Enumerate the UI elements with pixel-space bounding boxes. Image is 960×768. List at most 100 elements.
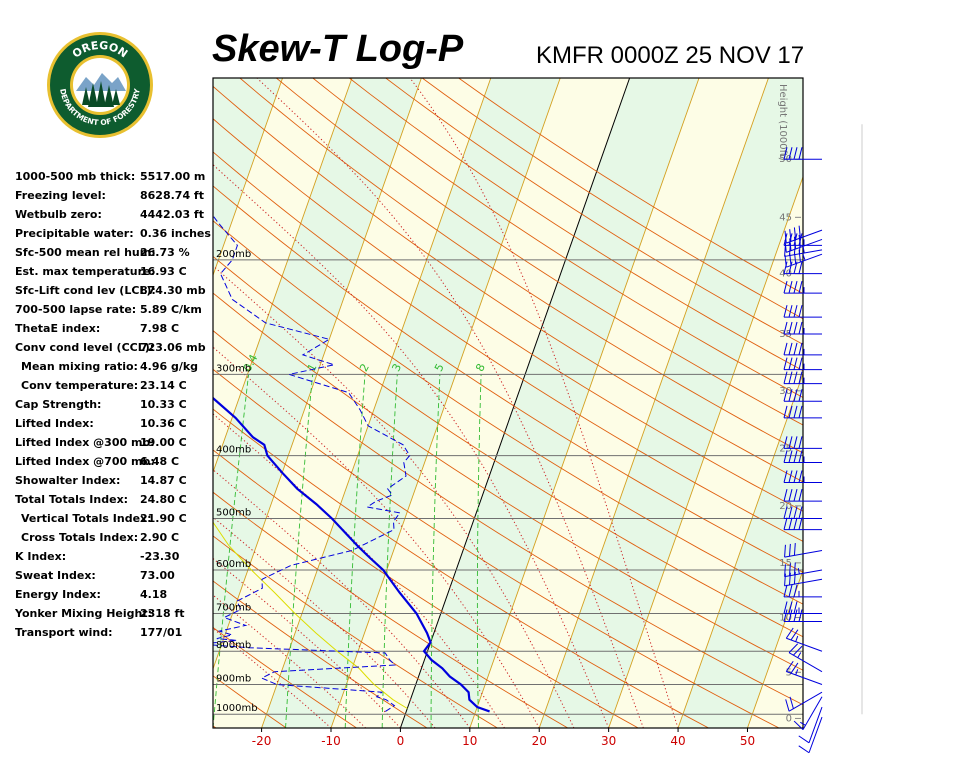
index-value: 24.80 C xyxy=(140,493,187,506)
index-label: Transport wind: xyxy=(15,626,113,639)
index-row: Lifted Index @700 mb: 6.48 C xyxy=(15,453,215,472)
index-row: Vertical Totals Index: 21.90 C xyxy=(15,510,215,529)
wind-barb-flag xyxy=(783,517,788,530)
wind-barb-staff xyxy=(784,249,823,257)
wind-barb xyxy=(783,436,822,449)
wind-barb-half-flag xyxy=(802,254,806,261)
index-row: Freezing level: 8628.74 ft xyxy=(15,187,215,206)
index-label: Vertical Totals Index: xyxy=(21,512,152,525)
wind-barb-flag xyxy=(793,281,798,294)
index-label: Precipitable water: xyxy=(15,227,134,240)
wind-barb-staff xyxy=(808,706,823,743)
index-row: Wetbulb zero: 4442.03 ft xyxy=(15,206,215,225)
wind-barb-flag xyxy=(798,342,803,356)
wind-barb xyxy=(784,543,823,558)
wind-barb-flag xyxy=(793,227,797,240)
wind-barb-staff xyxy=(786,637,823,652)
index-value: 5517.00 m xyxy=(140,170,206,183)
pressure-label: 400mb xyxy=(216,445,251,456)
wind-barb xyxy=(784,234,823,253)
index-value: 4442.03 ft xyxy=(140,208,204,221)
wind-barb-flag xyxy=(788,609,793,622)
wind-barb xyxy=(783,405,822,419)
wind-barb-flag xyxy=(788,389,793,402)
dry-adiabat-line xyxy=(213,368,780,728)
wind-barb-flag xyxy=(798,488,803,502)
wind-barb-flag xyxy=(790,662,799,674)
temperature-band xyxy=(469,78,769,728)
index-value: 21.90 C xyxy=(140,512,187,525)
wind-barb-flag xyxy=(785,627,794,639)
index-label: Sfc-Lift cond lev (LCL): xyxy=(15,284,156,297)
dry-adiabat-line xyxy=(458,78,803,295)
wind-barb-flag xyxy=(788,357,793,370)
pressure-label: 1000mb xyxy=(216,703,258,714)
mixing-ratio-line xyxy=(344,374,366,728)
wind-barb-flag xyxy=(793,645,803,656)
wind-barb-flag xyxy=(798,305,803,318)
wind-barb-flag xyxy=(798,281,803,294)
index-value: 8628.74 ft xyxy=(140,189,204,202)
index-label: Est. max temperature: xyxy=(15,265,155,278)
moist-adiabat-line xyxy=(213,265,575,728)
index-label: Conv temperature: xyxy=(21,379,139,392)
index-row: 1000-500 mb thick: 5517.00 m xyxy=(15,168,215,187)
height-tick-label: 0 xyxy=(786,713,792,724)
index-value: 5.89 C/km xyxy=(140,303,202,316)
wind-barb-staff xyxy=(784,569,823,578)
wind-barb xyxy=(783,488,822,502)
wind-barb xyxy=(783,470,822,483)
wind-barb-flag xyxy=(798,405,803,418)
wind-barb-staff xyxy=(788,691,823,712)
parcel-trace-line xyxy=(213,521,408,709)
wind-barb-flag xyxy=(793,609,798,622)
wind-barb-flag xyxy=(783,357,788,370)
wind-barb xyxy=(783,147,822,160)
wind-barb-flag xyxy=(789,563,791,576)
dry-adiabat-line xyxy=(421,78,803,320)
wind-barb xyxy=(784,562,823,578)
index-value: 7.98 C xyxy=(140,322,180,335)
isotherm-line xyxy=(213,78,353,474)
wind-barb-flag xyxy=(783,450,788,463)
wind-barb-flag xyxy=(793,321,798,335)
index-row: Mean mixing ratio: 4.96 g/kg xyxy=(15,358,215,377)
wind-barb-flag xyxy=(788,281,793,294)
wind-barb xyxy=(783,506,822,520)
wind-barb-half-flag xyxy=(800,721,806,726)
wind-barb-flag xyxy=(798,609,803,622)
index-label: Lifted Index: xyxy=(15,417,94,430)
index-row: Total Totals Index: 24.80 C xyxy=(15,491,215,510)
index-label: K Index: xyxy=(15,550,67,563)
index-row: Precipitable water: 0.36 inches xyxy=(15,225,215,244)
wind-barb xyxy=(783,305,822,318)
wind-barb-flag xyxy=(788,470,793,483)
index-value: 4.96 g/kg xyxy=(140,360,199,373)
dry-adiabat-line xyxy=(213,220,803,605)
wind-barb-flag xyxy=(788,321,793,335)
index-row: Lifted Index @300 mb: 19.00 C xyxy=(15,434,215,453)
temperature-band xyxy=(0,78,5,728)
isotherm-line xyxy=(261,78,492,728)
wind-barb-staff xyxy=(786,671,823,685)
wind-barb-flag xyxy=(783,371,788,384)
wind-barb-flag xyxy=(789,696,794,709)
index-value: 2.90 C xyxy=(140,531,180,544)
dry-adiabat-line xyxy=(213,118,803,512)
pressure-label: 300mb xyxy=(216,363,251,374)
wind-barb-flag xyxy=(788,643,799,653)
index-value: 0.36 inches xyxy=(140,227,211,240)
wind-barb-flag xyxy=(790,629,799,641)
index-row: Sfc-500 mean rel hum: 26.73 % xyxy=(15,244,215,263)
wind-barb-flag xyxy=(793,450,798,463)
station-time-title: KMFR 0000Z 25 NOV 17 xyxy=(536,42,805,69)
index-label: Freezing level: xyxy=(15,189,106,202)
wind-barb xyxy=(798,706,823,744)
wind-barb-staff xyxy=(802,696,823,730)
height-tick-label: 30 xyxy=(779,386,792,397)
wind-barb-flag xyxy=(783,601,788,614)
wind-barb-staff xyxy=(786,238,823,253)
index-label: Lifted Index @700 mb: xyxy=(15,455,155,468)
dry-adiabat-line xyxy=(213,449,639,728)
